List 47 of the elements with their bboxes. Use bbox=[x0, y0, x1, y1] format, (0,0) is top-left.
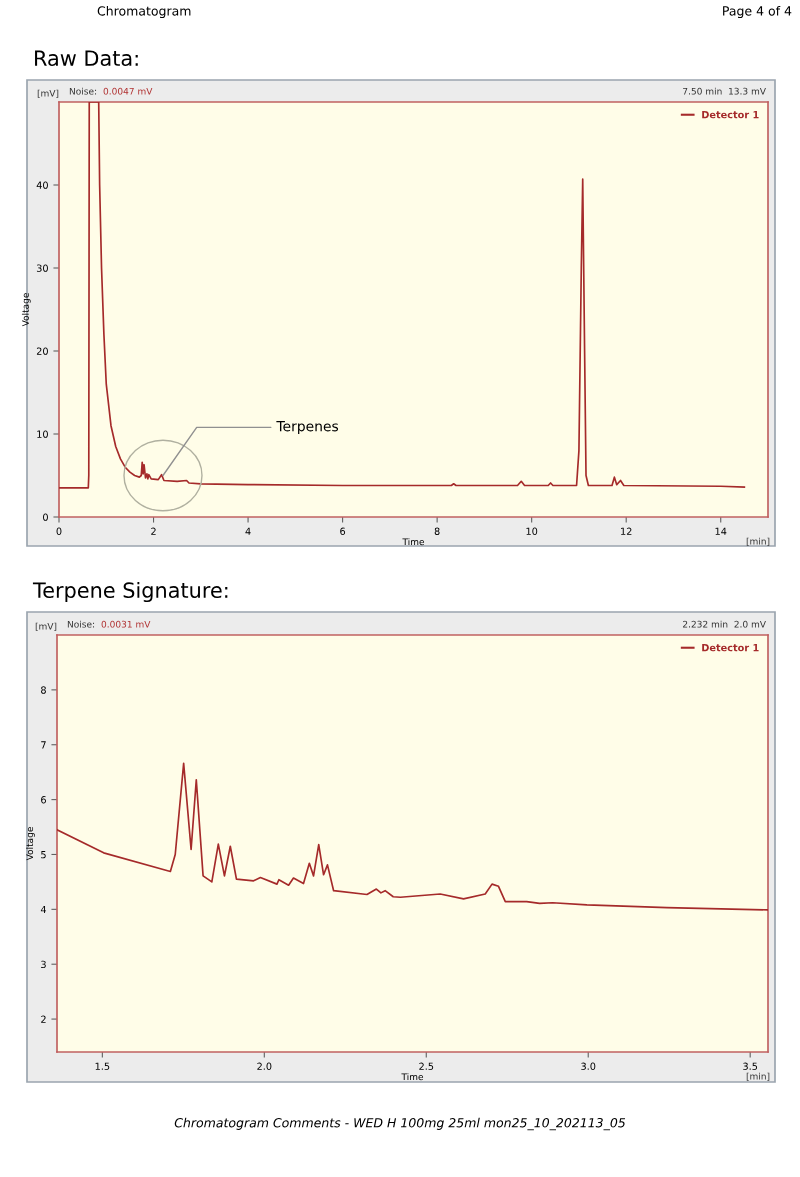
x-tick-label: 2.5 bbox=[419, 1062, 434, 1070]
x-tick-label: 12 bbox=[621, 527, 632, 535]
text: [min] bbox=[746, 1072, 770, 1081]
text: 2.232 min 2.0 mV bbox=[682, 620, 766, 628]
legend-label: Detector 1 bbox=[702, 111, 759, 119]
x-tick-label: 1.5 bbox=[95, 1062, 110, 1070]
x-tick-label: 14 bbox=[715, 527, 727, 535]
chart-title: Raw Data: bbox=[35, 50, 138, 67]
x-tick-label: 4 bbox=[245, 527, 251, 535]
annotation: Terpenes bbox=[276, 421, 339, 435]
y-tick-label: 2 bbox=[41, 1015, 46, 1023]
text: 0.0031 mV bbox=[101, 620, 151, 628]
x-axis-title: Time bbox=[401, 1073, 424, 1081]
y-tick-label: 10 bbox=[37, 430, 48, 438]
text: 7.50 min 13.3 mV bbox=[683, 87, 766, 95]
text: [min] bbox=[746, 537, 770, 546]
y-axis-title: Voltage bbox=[26, 827, 35, 861]
y-tick-label: 30 bbox=[36, 264, 48, 272]
x-tick-label: 2 bbox=[151, 527, 156, 535]
x-tick-label: 8 bbox=[434, 527, 440, 535]
text: Page 4 of 4 bbox=[723, 5, 792, 19]
text: Noise: bbox=[69, 87, 97, 95]
y-tick-label: 7 bbox=[41, 741, 46, 749]
legend-label: Detector 1 bbox=[702, 644, 759, 652]
x-tick-label: 3.0 bbox=[581, 1062, 596, 1070]
y-tick-label: 20 bbox=[36, 347, 48, 355]
y-tick-label: 8 bbox=[41, 686, 46, 694]
text: 0.0047 mV bbox=[103, 87, 153, 95]
text: [mV] bbox=[35, 622, 57, 631]
text: [mV] bbox=[37, 89, 59, 98]
y-tick-label: 3 bbox=[41, 960, 46, 969]
y-tick-label: 5 bbox=[41, 851, 46, 859]
y-axis-title: Voltage bbox=[21, 293, 31, 327]
x-tick-label: 0 bbox=[56, 527, 62, 535]
y-tick-label: 4 bbox=[40, 905, 47, 914]
chart-title: Terpene Signature: bbox=[32, 581, 228, 603]
x-tick-label: 6 bbox=[340, 527, 346, 535]
text: Chromatogram bbox=[97, 5, 191, 19]
x-tick-label: 2.0 bbox=[257, 1062, 272, 1070]
x-tick-label: 3.5 bbox=[743, 1062, 758, 1070]
x-tick-label: 10 bbox=[526, 527, 538, 535]
y-tick-label: 6 bbox=[41, 796, 46, 804]
y-tick-label: 0 bbox=[43, 513, 48, 521]
x-axis-title: Time bbox=[402, 538, 425, 546]
y-tick-label: 40 bbox=[36, 181, 48, 189]
text: Chromatogram Comments - WED H 100mg 25ml mon25_10_202113_05 bbox=[174, 1117, 626, 1131]
text: Noise: bbox=[67, 620, 95, 628]
